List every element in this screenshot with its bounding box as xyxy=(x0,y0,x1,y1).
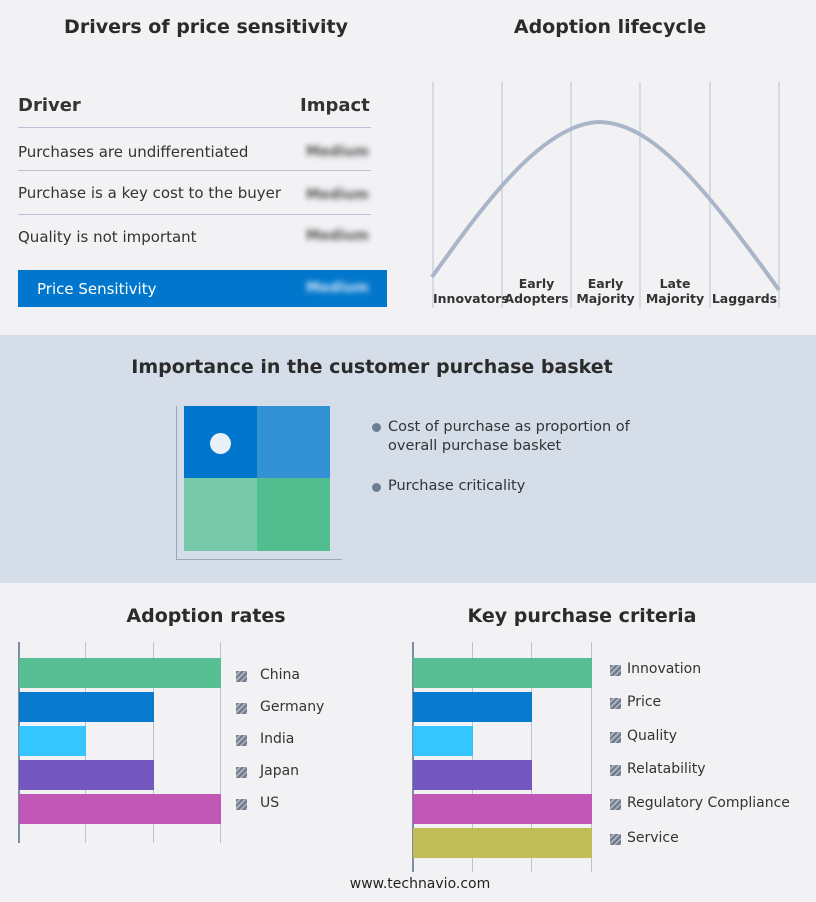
gridline xyxy=(152,642,154,843)
stage-line1: Early xyxy=(587,276,624,291)
impact-value: Medium xyxy=(306,228,369,244)
legend-label: India xyxy=(260,731,295,747)
position-marker xyxy=(210,433,231,454)
legend-swatch-icon xyxy=(236,671,247,682)
legend-label: Germany xyxy=(260,699,325,715)
stage-label: Laggards xyxy=(710,276,779,306)
legend-swatch-icon xyxy=(610,834,621,845)
basket-section xyxy=(0,335,816,583)
legend-label: Japan xyxy=(260,763,300,779)
footer-url: www.technavio.com xyxy=(349,876,491,892)
legend-label: Innovation xyxy=(627,661,702,677)
driver-row: Quality is not important Medium xyxy=(18,214,371,258)
stage-line2: Majority xyxy=(645,291,705,306)
adoption-curve xyxy=(430,119,781,292)
bar-regulatory-compliance xyxy=(413,794,592,824)
legend-swatch-icon xyxy=(236,703,247,714)
driver-label: Purchases are undifferentiated xyxy=(18,143,249,161)
driver-row: Purchase is a key cost to the buyer Mediu… xyxy=(18,170,371,214)
stage-line1: Early xyxy=(518,276,555,291)
bar-relatability xyxy=(413,760,533,790)
bar-china xyxy=(19,658,221,688)
lifecycle-chart xyxy=(430,82,781,308)
legend-label: Quality xyxy=(627,728,678,744)
bar-india xyxy=(19,726,87,756)
gridline xyxy=(591,642,592,872)
stage-line1 xyxy=(433,276,502,291)
bullet-icon xyxy=(372,483,381,492)
stage-line2: Adopters xyxy=(504,291,569,306)
bar-innovation xyxy=(413,658,592,688)
stage-label: Late Majority xyxy=(640,276,710,306)
adoption-rates-title: Adoption rates xyxy=(126,605,286,627)
bar-germany xyxy=(19,692,154,722)
impact-value: Medium xyxy=(306,187,369,203)
price-sensitivity-summary: Price Sensitivity Medium xyxy=(18,270,387,307)
legend-label: Relatability xyxy=(627,761,706,777)
basket-title: Importance in the customer purchase bask… xyxy=(131,356,613,378)
impact-header: Impact xyxy=(300,95,370,116)
kpc-title: Key purchase criteria xyxy=(467,605,697,627)
legend-swatch-icon xyxy=(236,799,247,810)
legend-swatch-icon xyxy=(610,799,621,810)
legend-swatch-icon xyxy=(610,732,621,743)
summary-label: Price Sensitivity xyxy=(37,280,157,298)
bar-japan xyxy=(19,760,154,790)
legend-swatch-icon xyxy=(610,698,621,709)
axis-line xyxy=(412,642,414,872)
legend-label: China xyxy=(260,667,300,683)
legend-label: Price xyxy=(627,694,662,710)
drivers-title: Drivers of price sensitivity xyxy=(64,16,348,38)
driver-row: Purchases are undifferentiated Medium xyxy=(18,127,371,170)
matrix-quadrant xyxy=(257,478,330,551)
driver-label: Purchase is a key cost to the buyer xyxy=(18,184,282,202)
stage-label: Innovators xyxy=(433,276,509,306)
bar-us xyxy=(19,794,221,824)
stage-line2: Majority xyxy=(576,291,635,306)
impact-value: Medium xyxy=(306,144,369,160)
gridline xyxy=(531,642,533,872)
basket-legend-item: Cost of purchase as proportion of overal… xyxy=(388,419,630,454)
basket-legend-item: Purchase criticality xyxy=(388,478,526,494)
legend-swatch-icon xyxy=(236,735,247,746)
legend-label: US xyxy=(260,795,280,811)
legend-label: Service xyxy=(627,830,679,846)
summary-impact: Medium xyxy=(306,280,369,296)
matrix-quadrant xyxy=(184,478,257,551)
stage-line2: Innovators xyxy=(433,291,509,306)
matrix-y-axis xyxy=(176,406,177,560)
gridline xyxy=(471,642,473,872)
driver-label: Quality is not important xyxy=(18,228,197,246)
gridline xyxy=(220,642,221,843)
legend-label: Regulatory Compliance xyxy=(627,795,790,811)
matrix-quadrant xyxy=(257,406,330,478)
bullet-icon xyxy=(372,423,381,432)
stage-line1: Late xyxy=(659,276,691,291)
bar-price xyxy=(413,692,533,722)
driver-header: Driver xyxy=(18,95,81,116)
legend-swatch-icon xyxy=(236,767,247,778)
stage-label: Early Adopters xyxy=(502,276,571,306)
bar-quality xyxy=(413,726,473,756)
matrix-x-axis xyxy=(176,559,342,560)
legend-swatch-icon xyxy=(610,765,621,776)
stage-label: Early Majority xyxy=(571,276,640,306)
stage-line2: Laggards xyxy=(711,291,778,306)
bar-service xyxy=(413,828,592,858)
stage-line1 xyxy=(710,276,779,291)
lifecycle-title: Adoption lifecycle xyxy=(513,16,707,38)
legend-swatch-icon xyxy=(610,665,621,676)
